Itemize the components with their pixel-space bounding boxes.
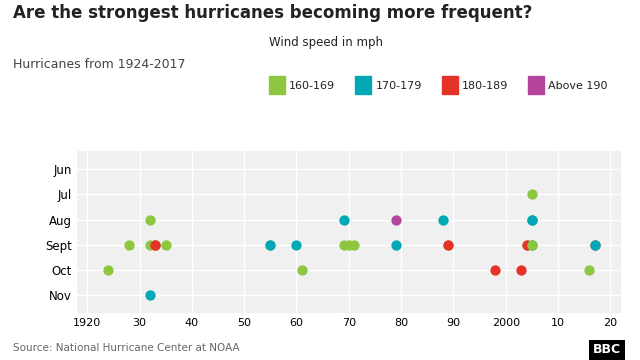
Text: Source: National Hurricane Center at NOAA: Source: National Hurricane Center at NOA… <box>13 343 239 353</box>
Point <box>145 293 155 298</box>
Point <box>391 242 401 248</box>
Point <box>265 242 275 248</box>
Point <box>527 217 537 222</box>
Point <box>265 242 275 248</box>
Point <box>522 242 532 248</box>
Text: Hurricanes from 1924-2017: Hurricanes from 1924-2017 <box>13 58 186 71</box>
Point <box>339 242 349 248</box>
Point <box>291 242 301 248</box>
Text: Are the strongest hurricanes becoming more frequent?: Are the strongest hurricanes becoming mo… <box>13 4 532 22</box>
Text: Above 190: Above 190 <box>548 81 608 91</box>
Point <box>145 242 155 248</box>
Text: 160-169: 160-169 <box>289 81 335 91</box>
Point <box>527 242 537 248</box>
Point <box>124 242 134 248</box>
Point <box>527 242 537 248</box>
Text: 180-189: 180-189 <box>462 81 508 91</box>
Point <box>490 267 500 273</box>
Point <box>584 267 595 273</box>
Point <box>438 217 448 222</box>
Point <box>522 242 532 248</box>
Text: Wind speed in mph: Wind speed in mph <box>269 36 383 49</box>
Point <box>443 242 453 248</box>
Point <box>589 242 600 248</box>
Point <box>391 217 401 222</box>
Point <box>296 267 307 273</box>
Point <box>150 242 161 248</box>
Point <box>344 242 354 248</box>
Point <box>103 267 113 273</box>
Point <box>516 267 527 273</box>
Point <box>527 192 537 197</box>
Point <box>150 242 161 248</box>
Point <box>443 242 453 248</box>
Point <box>589 242 600 248</box>
Point <box>527 217 537 222</box>
Point <box>339 217 349 222</box>
Text: 170-179: 170-179 <box>376 81 422 91</box>
Point <box>349 242 359 248</box>
Point <box>150 242 161 248</box>
Point <box>161 242 171 248</box>
Point <box>145 217 155 222</box>
Text: BBC: BBC <box>593 343 621 356</box>
